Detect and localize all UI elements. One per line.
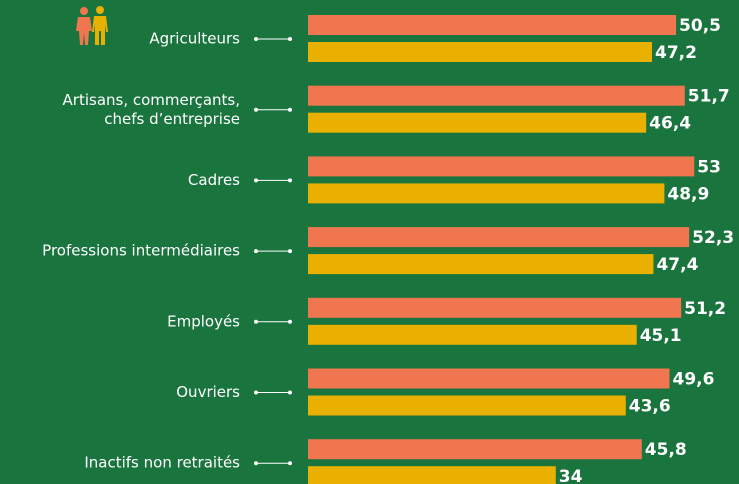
value-label: 51,2 <box>684 299 726 319</box>
bar <box>308 368 670 389</box>
icon-head <box>96 6 104 14</box>
bar <box>308 15 677 35</box>
connector-dot <box>254 249 258 254</box>
category-label: Professions intermédiaires <box>42 242 240 260</box>
connector-dot <box>288 461 292 466</box>
category-label: Artisans, commerçants, chefs d’entreprise <box>63 91 240 128</box>
value-label: 49,6 <box>672 370 714 390</box>
icon-body <box>76 17 92 45</box>
value-label: 43,6 <box>629 397 671 417</box>
bar <box>308 395 626 416</box>
bar <box>308 324 637 345</box>
bar <box>308 227 690 248</box>
bar <box>308 297 682 318</box>
value-label: 48,9 <box>667 184 709 204</box>
connector-dot <box>254 461 258 466</box>
connector-dot <box>254 390 258 395</box>
bar <box>308 439 642 460</box>
bar <box>308 112 647 133</box>
value-label: 50,5 <box>679 16 721 36</box>
category-label: Employés <box>167 312 240 330</box>
connector-dot <box>288 249 292 254</box>
category-label: Cadres <box>188 171 240 189</box>
connector-dot <box>254 178 258 183</box>
connector-dot <box>254 107 258 112</box>
category-label: Agriculteurs <box>149 30 240 48</box>
value-label: 47,2 <box>655 43 697 63</box>
value-label: 46,4 <box>649 114 691 134</box>
connector-dot <box>288 319 292 324</box>
bar <box>308 183 665 204</box>
connector-dot <box>288 390 292 395</box>
bar <box>308 85 685 106</box>
bar <box>308 156 695 177</box>
category-label: Inactifs non retraités <box>84 454 240 472</box>
legend-icons <box>76 6 108 45</box>
value-label: 45,1 <box>640 326 682 346</box>
category-label: Ouvriers <box>176 383 240 401</box>
icon-head <box>80 7 88 15</box>
bar <box>308 254 654 275</box>
connector-dot <box>288 37 292 41</box>
icon-body <box>92 16 108 45</box>
value-label: 45,8 <box>645 440 687 460</box>
value-label: 52,3 <box>692 228 734 248</box>
connector-dot <box>288 107 292 112</box>
bar <box>308 42 652 62</box>
value-label: 51,7 <box>688 87 730 107</box>
value-label: 53 <box>697 157 721 177</box>
connector-dot <box>254 37 258 41</box>
connector-dot <box>254 319 258 324</box>
value-label: 47,4 <box>656 255 698 275</box>
connector-dot <box>288 178 292 183</box>
bar <box>308 466 556 484</box>
value-label: 34 <box>559 467 583 484</box>
